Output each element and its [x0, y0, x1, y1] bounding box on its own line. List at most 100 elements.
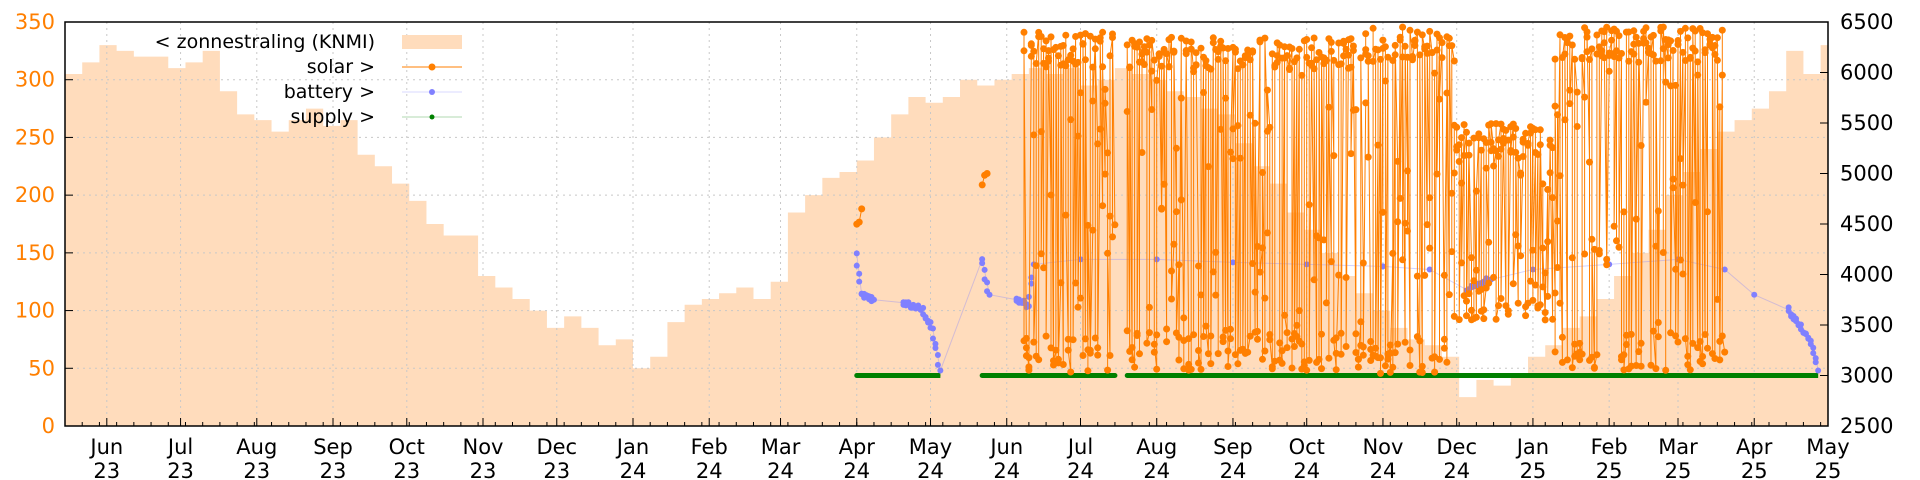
- solar-point: [1227, 335, 1234, 343]
- solar-point: [1686, 366, 1694, 374]
- battery-point: [934, 352, 941, 359]
- battery-point: [856, 278, 863, 285]
- solar-point: [1529, 296, 1537, 304]
- solar-point: [1433, 46, 1441, 54]
- solar-point: [1377, 55, 1384, 63]
- y-right-tick-label: 3500: [1840, 313, 1893, 337]
- solar-point: [1406, 26, 1414, 34]
- solar-point: [1209, 268, 1217, 276]
- supply-point: [1250, 373, 1256, 378]
- solar-point: [1369, 57, 1377, 65]
- solar-point: [1042, 63, 1050, 71]
- solar-point: [1536, 141, 1544, 149]
- x-tick-month: Dec: [536, 435, 577, 459]
- solar-point: [1635, 58, 1643, 66]
- supply-point: [1567, 373, 1573, 378]
- solar-point: [1541, 269, 1549, 277]
- solar-point: [1204, 163, 1212, 171]
- solar-point: [1256, 38, 1264, 46]
- solar-point: [1298, 340, 1306, 348]
- solar-point: [1163, 325, 1171, 333]
- solar-point: [1239, 61, 1247, 69]
- solar-point: [1195, 262, 1202, 270]
- solar-point: [1662, 366, 1670, 374]
- supply-point: [1633, 373, 1639, 378]
- solar-point: [1099, 63, 1107, 71]
- solar-point: [1062, 211, 1070, 219]
- supply-point: [1486, 373, 1492, 378]
- solar-point: [1539, 180, 1547, 188]
- solar-point: [1364, 153, 1372, 161]
- solar-point: [1406, 346, 1414, 354]
- solar-point: [1603, 23, 1611, 31]
- solar-point: [1182, 50, 1190, 58]
- x-tick-year: 25: [1665, 459, 1692, 480]
- supply-point: [1105, 373, 1111, 378]
- solar-point: [1290, 343, 1298, 350]
- solar-point: [1202, 322, 1210, 330]
- solar-point: [1546, 136, 1554, 144]
- solar-point: [1054, 355, 1062, 363]
- solar-point: [1278, 347, 1286, 355]
- x-tick-month: Oct: [389, 435, 425, 459]
- y-right-tick-label: 5500: [1840, 111, 1893, 135]
- solar-point: [1101, 170, 1109, 178]
- solar-point: [1445, 34, 1453, 42]
- solar-point: [1150, 56, 1158, 64]
- solar-point: [1586, 56, 1593, 63]
- x-tick-month: Feb: [1591, 435, 1628, 459]
- solar-point: [1677, 256, 1684, 264]
- x-tick-month: May: [909, 435, 952, 459]
- supply-point: [1464, 373, 1470, 378]
- solar-point: [1094, 351, 1102, 359]
- solar-point: [1635, 39, 1643, 47]
- solar-point: [1468, 254, 1475, 262]
- supply-point: [1773, 373, 1779, 378]
- supply-point: [1294, 373, 1300, 378]
- y-left-tick-label: 300: [15, 68, 55, 92]
- solar-point: [1681, 335, 1689, 343]
- battery-point: [927, 319, 934, 326]
- solar-point: [1322, 299, 1330, 307]
- solar-point: [1325, 354, 1333, 362]
- supply-point: [854, 373, 860, 378]
- solar-point: [1455, 141, 1463, 149]
- solar-point: [1177, 196, 1185, 204]
- supply-point: [1729, 373, 1735, 378]
- solar-point: [1202, 57, 1210, 65]
- solar-point: [1084, 367, 1092, 375]
- solar-point: [1576, 339, 1584, 347]
- solar-point: [1212, 291, 1220, 299]
- supply-point: [1161, 373, 1167, 378]
- supply-point: [1090, 373, 1096, 378]
- legend-swatch-zonnestraling: [402, 35, 462, 49]
- legend-label-battery: battery >: [284, 81, 375, 103]
- solar-point: [1276, 339, 1284, 347]
- solar-point: [1482, 139, 1490, 146]
- solar-point: [1465, 151, 1473, 159]
- solar-point: [1281, 311, 1289, 319]
- battery-point: [1807, 337, 1814, 344]
- solar-point: [1286, 64, 1293, 72]
- solar-point: [1037, 128, 1045, 136]
- solar-point: [1544, 186, 1552, 193]
- solar-point: [1696, 338, 1704, 345]
- x-tick-year: 24: [767, 459, 794, 480]
- solar-point: [1305, 201, 1313, 209]
- solar-point: [1259, 244, 1266, 252]
- solar-point: [1689, 339, 1697, 347]
- solar-point: [1512, 231, 1520, 239]
- solar-point: [1104, 366, 1112, 374]
- solar-point: [1436, 355, 1443, 363]
- solar-point: [1615, 243, 1623, 251]
- solar-point: [1480, 306, 1488, 314]
- solar-point: [1649, 327, 1657, 335]
- x-tick-year: 24: [1143, 459, 1170, 480]
- solar-point: [1618, 50, 1625, 57]
- x-tick-year: 23: [167, 459, 194, 480]
- solar-point: [1667, 329, 1675, 337]
- solar-point: [1067, 116, 1075, 124]
- solar-point: [1544, 292, 1552, 300]
- solar-point: [1512, 125, 1520, 132]
- solar-point: [1084, 221, 1092, 229]
